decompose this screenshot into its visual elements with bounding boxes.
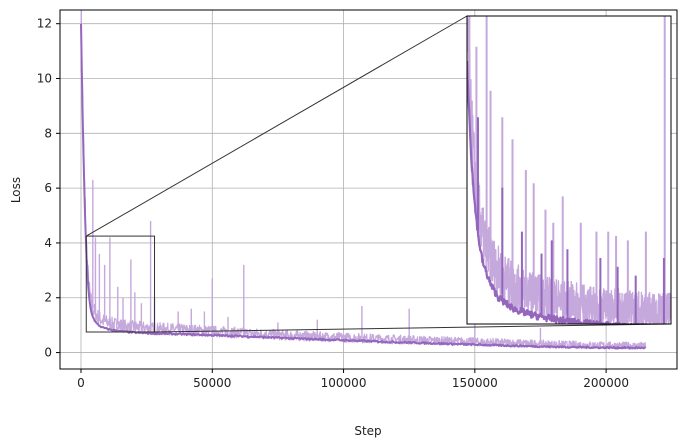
raw-loss-line [80, 10, 647, 351]
y-tick-label: 2 [44, 291, 52, 305]
inset-series [467, 16, 671, 324]
y-tick-label: 6 [44, 181, 52, 195]
inset-smoothed-loss-line [467, 60, 654, 324]
y-tick-label: 8 [44, 126, 52, 140]
x-tick-label: 150000 [452, 376, 498, 390]
x-tick-label: 100000 [321, 376, 367, 390]
x-tick-label: 50000 [193, 376, 231, 390]
x-tick-label: 0 [77, 376, 85, 390]
inset-raw-loss-line [467, 16, 671, 324]
y-tick-label: 0 [44, 346, 52, 360]
x-tick-label: 200000 [583, 376, 629, 390]
smoothed-loss-line [80, 23, 647, 350]
y-tick-label: 10 [37, 72, 52, 86]
zoom-connector-line [154, 323, 672, 333]
y-axis-title: Loss [9, 177, 23, 203]
series-layer [80, 10, 647, 351]
y-tick-label: 12 [37, 17, 52, 31]
y-tick-label: 4 [44, 236, 52, 250]
inset-frame [466, 15, 672, 325]
axis-ticks: 0 50000 100000 150000 200000 0 2 4 6 8 10 12 [37, 17, 629, 390]
zoom-source-box [85, 235, 156, 333]
plot-frame [59, 9, 678, 370]
zoom-indicator [85, 15, 672, 333]
zoom-connector-line [86, 15, 468, 237]
x-axis-title: Step [354, 424, 381, 438]
inset-plot [466, 15, 672, 325]
